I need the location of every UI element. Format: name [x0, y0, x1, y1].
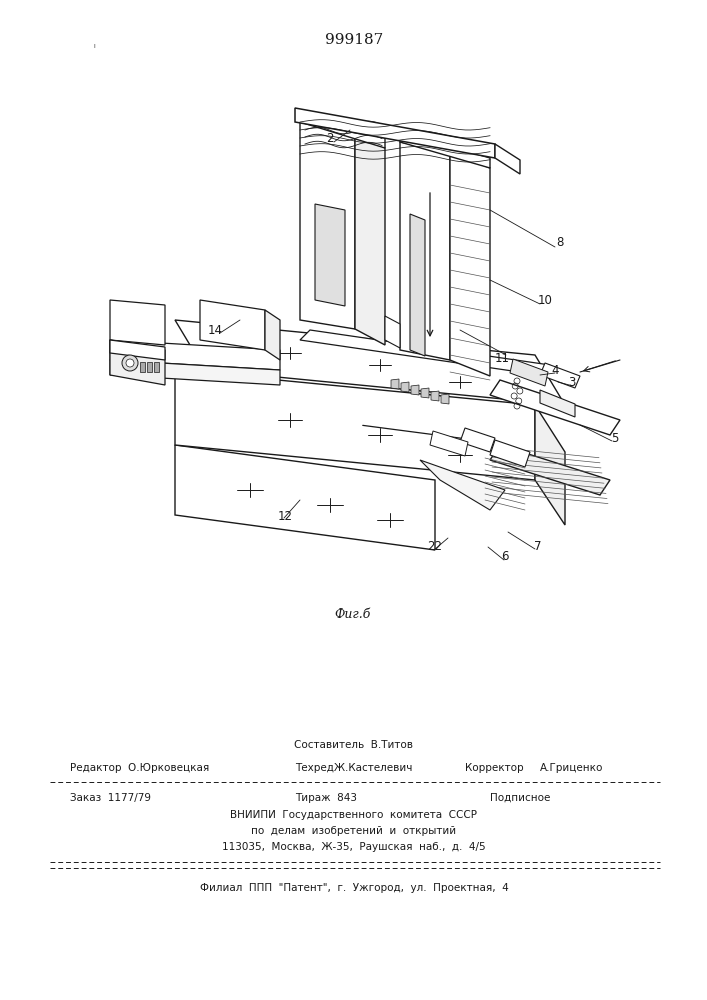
Polygon shape — [154, 362, 159, 372]
Text: Заказ  1177/79: Заказ 1177/79 — [70, 793, 151, 803]
Polygon shape — [400, 142, 450, 360]
Text: ': ' — [93, 43, 97, 56]
Text: 6: 6 — [501, 550, 509, 564]
Text: 113035,  Москва,  Ж-35,  Раушская  наб.,  д.  4/5: 113035, Москва, Ж-35, Раушская наб., д. … — [222, 842, 486, 852]
Text: 11: 11 — [494, 352, 510, 364]
Polygon shape — [200, 300, 265, 350]
Text: Корректор: Корректор — [465, 763, 524, 773]
Polygon shape — [410, 214, 425, 356]
Text: Составитель  В.Титов: Составитель В.Титов — [295, 740, 414, 750]
Polygon shape — [110, 340, 165, 385]
Polygon shape — [355, 130, 385, 345]
Polygon shape — [430, 431, 468, 456]
Text: А.Гриценко: А.Гриценко — [540, 763, 603, 773]
Text: 2: 2 — [326, 131, 334, 144]
Text: 8: 8 — [556, 235, 563, 248]
Circle shape — [126, 359, 134, 367]
Text: Фиг.б: Фиг.б — [335, 608, 371, 621]
Polygon shape — [147, 362, 152, 372]
Polygon shape — [490, 445, 610, 495]
Polygon shape — [300, 122, 355, 329]
Polygon shape — [110, 340, 165, 360]
Polygon shape — [175, 445, 435, 550]
Polygon shape — [421, 388, 429, 398]
Polygon shape — [385, 316, 400, 348]
Text: 5: 5 — [612, 432, 619, 444]
Text: по  делам  изобретений  и  открытий: по делам изобретений и открытий — [252, 826, 457, 836]
Text: 14: 14 — [207, 324, 223, 336]
Polygon shape — [431, 391, 439, 401]
Text: 10: 10 — [537, 294, 552, 306]
Polygon shape — [450, 152, 490, 376]
Polygon shape — [300, 112, 385, 148]
Polygon shape — [400, 132, 490, 168]
Polygon shape — [110, 360, 280, 385]
Polygon shape — [540, 390, 575, 417]
Polygon shape — [411, 385, 419, 395]
Polygon shape — [420, 460, 505, 510]
Text: ТехредЖ.Кастелевич: ТехредЖ.Кастелевич — [295, 763, 412, 773]
Circle shape — [122, 355, 138, 371]
Text: Редактор  О.Юрковецкая: Редактор О.Юрковецкая — [70, 763, 209, 773]
Text: Тираж  843: Тираж 843 — [295, 793, 357, 803]
Polygon shape — [540, 363, 580, 388]
Text: Филиал  ППП  "Патент",  г.  Ужгород,  ул.  Проектная,  4: Филиал ППП "Патент", г. Ужгород, ул. Про… — [199, 883, 508, 893]
Polygon shape — [110, 340, 280, 370]
Polygon shape — [140, 362, 145, 372]
Text: 12: 12 — [278, 510, 293, 522]
Text: ВНИИПИ  Государственного  комитета  СССР: ВНИИПИ Государственного комитета СССР — [230, 810, 477, 820]
Polygon shape — [510, 359, 548, 386]
Polygon shape — [300, 330, 550, 375]
Polygon shape — [490, 440, 530, 467]
Polygon shape — [315, 204, 345, 306]
Polygon shape — [490, 380, 620, 435]
Polygon shape — [110, 300, 165, 345]
Text: 7: 7 — [534, 540, 542, 552]
Text: 4: 4 — [551, 363, 559, 376]
Text: 3: 3 — [568, 376, 575, 389]
Polygon shape — [175, 320, 565, 405]
Polygon shape — [441, 394, 449, 404]
Polygon shape — [495, 144, 520, 174]
Text: Подписное: Подписное — [490, 793, 550, 803]
Polygon shape — [401, 382, 409, 392]
Polygon shape — [535, 405, 565, 525]
Text: 999187: 999187 — [325, 33, 383, 47]
Polygon shape — [265, 310, 280, 360]
Text: 22: 22 — [428, 540, 443, 554]
Polygon shape — [391, 379, 399, 389]
Polygon shape — [460, 428, 495, 452]
Polygon shape — [175, 370, 535, 480]
Polygon shape — [295, 108, 495, 158]
